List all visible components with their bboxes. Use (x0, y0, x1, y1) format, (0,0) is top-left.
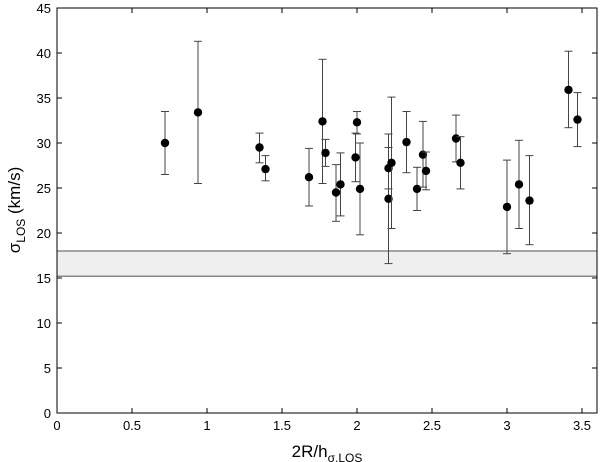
data-point (321, 148, 330, 158)
y-axis-label: σLOS (km/s) (5, 167, 28, 253)
x-axis-label-sub: σ,LOS (328, 451, 363, 462)
x-axis-label-main: 2R/h (292, 442, 328, 461)
data-point (331, 188, 341, 197)
data-point (304, 173, 314, 182)
x-tick-label: 0.5 (123, 418, 141, 433)
data-point (402, 137, 411, 147)
data-point (255, 143, 264, 152)
data-point (502, 202, 512, 212)
x-tick-label: 3 (503, 418, 510, 433)
data-point (418, 150, 428, 159)
data-point-group (261, 155, 270, 182)
data-point-group (160, 111, 170, 175)
data-point-group (456, 136, 465, 190)
data-point-group (331, 164, 341, 222)
y-tick-label: 40 (37, 46, 51, 61)
data-point-group (351, 132, 360, 183)
y-axis-label-suffix: (km/s) (5, 167, 24, 219)
y-tick-label: 25 (37, 181, 51, 196)
data-point-group (421, 151, 431, 191)
x-tick-label: 2.5 (423, 418, 441, 433)
x-tick-label: 1.5 (273, 418, 291, 433)
x-tick-label: 2 (353, 418, 360, 433)
data-point-group (255, 132, 264, 164)
x-tick-label: 0 (53, 418, 60, 433)
data-point-group (336, 152, 345, 217)
data-point (336, 180, 345, 189)
data-point (318, 117, 327, 126)
y-tick-label: 15 (37, 271, 51, 286)
data-point (351, 153, 360, 162)
x-axis-label: 2R/hσ,LOS (292, 442, 363, 462)
data-point (193, 108, 203, 117)
data-point-group (573, 92, 582, 148)
y-tick-label: 45 (37, 1, 51, 16)
data-point-group (355, 142, 365, 236)
x-axis-ticks: 0 0.5 1 1.5 2 2.5 3 3.5 (53, 8, 591, 433)
data-point-group (387, 96, 396, 229)
data-point-group (514, 139, 524, 229)
band-fill (57, 251, 597, 277)
y-tick-label: 5 (44, 361, 51, 376)
data-point-group (321, 138, 330, 167)
data-point (355, 184, 365, 194)
data-point-group (525, 155, 534, 246)
data-point-group (193, 40, 203, 184)
data-point (456, 158, 465, 167)
data-point-group (564, 50, 573, 129)
data-points (160, 40, 582, 265)
x-tick-label: 1 (203, 418, 210, 433)
plot-area (57, 8, 597, 413)
data-point (160, 138, 170, 148)
y-tick-label: 35 (37, 91, 51, 106)
data-point-group (318, 58, 327, 184)
data-point (384, 194, 393, 203)
data-point (573, 115, 582, 124)
data-point (261, 164, 270, 174)
reference-band (57, 250, 597, 277)
plot-frame (56, 7, 598, 414)
y-tick-label: 0 (44, 406, 51, 421)
data-point-group (402, 111, 411, 174)
y-tick-label: 10 (37, 316, 51, 331)
data-point-group (352, 111, 362, 135)
data-point (451, 134, 461, 143)
data-point (412, 184, 422, 194)
y-tick-label: 20 (37, 226, 51, 241)
data-point-group (304, 147, 314, 207)
data-point (387, 158, 396, 167)
y-tick-label: 30 (37, 136, 51, 151)
y-axis-label-main: σ (5, 242, 24, 253)
y-axis-ticks: 0 5 10 15 20 25 30 35 40 45 (37, 1, 597, 421)
data-point (421, 166, 431, 176)
x-tick-label: 3.5 (573, 418, 591, 433)
y-axis-label-sub: LOS (14, 219, 28, 243)
data-point (514, 180, 524, 189)
data-point (352, 118, 362, 127)
data-point-group (502, 159, 512, 255)
data-point (564, 85, 573, 95)
data-point (525, 196, 534, 205)
